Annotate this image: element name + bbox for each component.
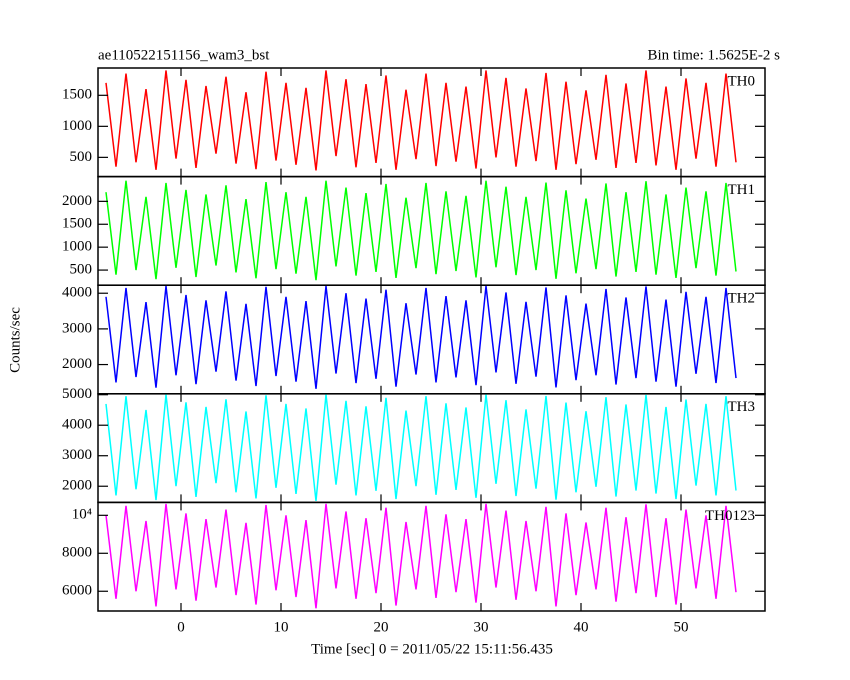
y-tick-label: 6000	[62, 583, 92, 599]
legend-label: TH2	[728, 291, 756, 307]
y-tick-label: 1000	[62, 239, 92, 255]
y-axis-label: Counts/sec	[7, 307, 23, 373]
series-line	[105, 180, 737, 281]
legend-label: TH3	[728, 399, 756, 415]
y-tick-label: 5000	[62, 386, 92, 402]
legend-label: TH1	[728, 182, 756, 198]
y-tick-label: 3000	[62, 447, 92, 463]
y-tick-label: 500	[70, 262, 93, 278]
x-tick-label: 20	[374, 619, 389, 635]
y-tick-label: 2000	[62, 478, 92, 494]
y-tick-label: 4000	[62, 285, 92, 301]
x-tick-label: 40	[574, 619, 589, 635]
series-line	[105, 503, 737, 609]
y-tick-label: 2000	[62, 356, 92, 372]
x-axis-label: Time [sec] 0 = 2011/05/22 15:11:56.435	[311, 641, 553, 657]
y-tick-label: 8000	[62, 545, 92, 561]
legend-label: TH0	[728, 73, 756, 89]
x-tick-label: 30	[474, 619, 489, 635]
y-tick-label: 1500	[62, 87, 92, 103]
y-tick-label: 500	[70, 149, 93, 165]
y-tick-label: 2000	[62, 193, 92, 209]
y-tick-label: 1500	[62, 216, 92, 232]
x-tick-label: 50	[674, 619, 689, 635]
y-tick-label: 3000	[62, 320, 92, 336]
series-line	[105, 286, 737, 389]
y-tick-label: 10⁴	[72, 507, 92, 523]
x-tick-label: 10	[274, 619, 289, 635]
legend-label: TH0123	[705, 508, 755, 524]
series-line	[105, 70, 737, 171]
y-tick-label: 1000	[62, 118, 92, 134]
y-tick-label: 4000	[62, 417, 92, 433]
chart-subtitle: Bin time: 1.5625E-2 s	[648, 47, 781, 63]
panel-frame	[97, 501, 766, 612]
series-line	[105, 394, 737, 501]
x-tick-label: 0	[177, 619, 185, 635]
chart-title: ae110522151156_wam3_bst	[98, 47, 270, 63]
